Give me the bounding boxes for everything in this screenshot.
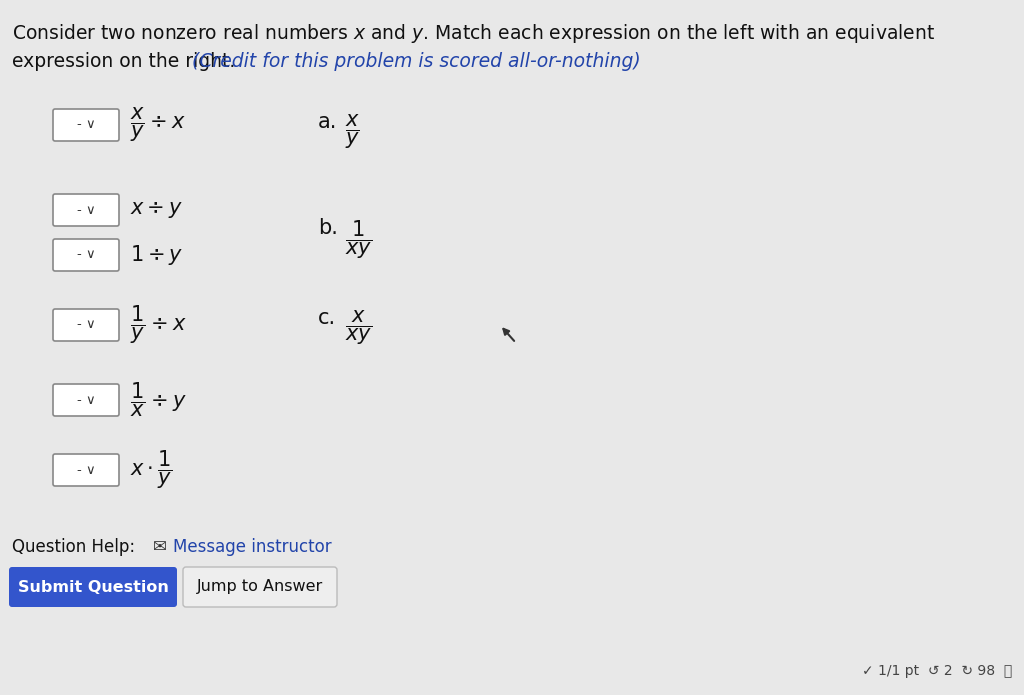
Text: $x \div y$: $x \div y$ bbox=[130, 200, 183, 220]
FancyBboxPatch shape bbox=[53, 384, 119, 416]
Text: Consider two nonzero real numbers $x$ and $y$. Match each expression on the left: Consider two nonzero real numbers $x$ an… bbox=[12, 22, 935, 45]
FancyBboxPatch shape bbox=[53, 309, 119, 341]
Text: ✓ 1/1 pt  ↺ 2  ↻ 98  ⓘ: ✓ 1/1 pt ↺ 2 ↻ 98 ⓘ bbox=[862, 664, 1012, 678]
Text: Jump to Answer: Jump to Answer bbox=[197, 580, 324, 594]
Text: $\dfrac{1}{y} \div x$: $\dfrac{1}{y} \div x$ bbox=[130, 304, 186, 346]
Text: - ∨: - ∨ bbox=[77, 249, 95, 261]
FancyBboxPatch shape bbox=[53, 454, 119, 486]
Text: expression on the right.: expression on the right. bbox=[12, 52, 242, 71]
Text: ✉: ✉ bbox=[153, 538, 167, 556]
Text: Message instructor: Message instructor bbox=[173, 538, 332, 556]
FancyBboxPatch shape bbox=[53, 109, 119, 141]
Text: a.: a. bbox=[318, 112, 337, 132]
Text: (Credit for this problem is scored all-or-nothing): (Credit for this problem is scored all-o… bbox=[193, 52, 641, 71]
Text: $\dfrac{1}{x} \div y$: $\dfrac{1}{x} \div y$ bbox=[130, 381, 186, 419]
Text: c.: c. bbox=[318, 308, 336, 328]
FancyBboxPatch shape bbox=[9, 567, 177, 607]
Text: $\dfrac{1}{xy}$: $\dfrac{1}{xy}$ bbox=[345, 218, 373, 261]
Text: $\dfrac{x}{y}$: $\dfrac{x}{y}$ bbox=[345, 112, 360, 151]
Text: Question Help:: Question Help: bbox=[12, 538, 135, 556]
Text: - ∨: - ∨ bbox=[77, 204, 95, 217]
Text: $\dfrac{x}{y} \div x$: $\dfrac{x}{y} \div x$ bbox=[130, 106, 185, 145]
Text: Submit Question: Submit Question bbox=[17, 580, 168, 594]
FancyBboxPatch shape bbox=[53, 239, 119, 271]
FancyBboxPatch shape bbox=[53, 194, 119, 226]
FancyBboxPatch shape bbox=[183, 567, 337, 607]
Text: - ∨: - ∨ bbox=[77, 393, 95, 407]
Text: - ∨: - ∨ bbox=[77, 119, 95, 131]
Text: - ∨: - ∨ bbox=[77, 464, 95, 477]
Text: $\dfrac{x}{xy}$: $\dfrac{x}{xy}$ bbox=[345, 308, 373, 347]
Text: $1 \div y$: $1 \div y$ bbox=[130, 243, 183, 267]
Text: b.: b. bbox=[318, 218, 338, 238]
Text: - ∨: - ∨ bbox=[77, 318, 95, 332]
Text: $x \cdot \dfrac{1}{y}$: $x \cdot \dfrac{1}{y}$ bbox=[130, 449, 173, 491]
